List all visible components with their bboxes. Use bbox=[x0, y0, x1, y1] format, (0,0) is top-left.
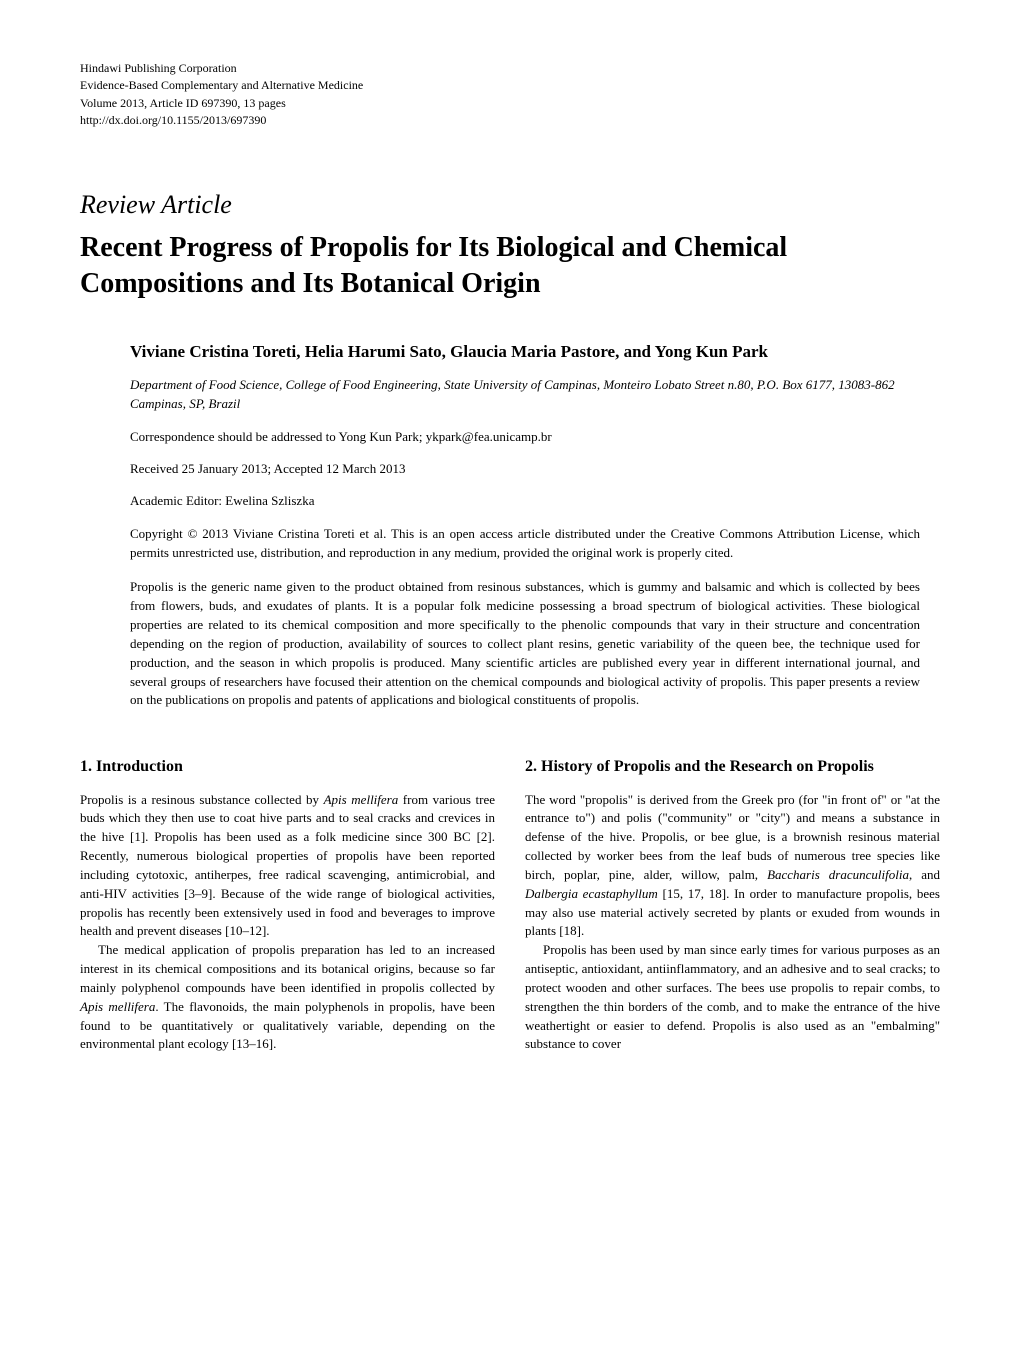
section-2-paragraph-2: Propolis has been used by man since earl… bbox=[525, 941, 940, 1054]
section-2-heading: 2. History of Propolis and the Research … bbox=[525, 755, 940, 778]
publisher-journal: Evidence-Based Complementary and Alterna… bbox=[80, 77, 940, 94]
section-1-heading: 1. Introduction bbox=[80, 755, 495, 778]
authors: Viviane Cristina Toreti, Helia Harumi Sa… bbox=[130, 342, 940, 362]
dates: Received 25 January 2013; Accepted 12 Ma… bbox=[130, 461, 940, 477]
section-2-paragraph-1: The word "propolis" is derived from the … bbox=[525, 791, 940, 942]
right-column: 2. History of Propolis and the Research … bbox=[525, 755, 940, 1054]
copyright-notice: Copyright © 2013 Viviane Cristina Toreti… bbox=[130, 525, 920, 563]
article-type: Review Article bbox=[80, 190, 940, 220]
affiliation: Department of Food Science, College of F… bbox=[130, 376, 940, 412]
correspondence: Correspondence should be addressed to Yo… bbox=[130, 429, 940, 445]
section-1-paragraph-1: Propolis is a resinous substance collect… bbox=[80, 791, 495, 942]
publisher-doi: http://dx.doi.org/10.1155/2013/697390 bbox=[80, 112, 940, 129]
academic-editor: Academic Editor: Ewelina Szliszka bbox=[130, 493, 940, 509]
publisher-info: Hindawi Publishing Corporation Evidence-… bbox=[80, 60, 940, 130]
left-column: 1. Introduction Propolis is a resinous s… bbox=[80, 755, 495, 1054]
species-name: Dalbergia ecastaphyllum bbox=[525, 886, 658, 901]
publisher-volume: Volume 2013, Article ID 697390, 13 pages bbox=[80, 95, 940, 112]
section-1-paragraph-2: The medical application of propolis prep… bbox=[80, 941, 495, 1054]
abstract: Propolis is the generic name given to th… bbox=[130, 578, 920, 710]
publisher-corporation: Hindawi Publishing Corporation bbox=[80, 60, 940, 77]
species-name: Baccharis dracunculifolia bbox=[767, 867, 909, 882]
species-name: Apis mellifera bbox=[324, 792, 399, 807]
article-title: Recent Progress of Propolis for Its Biol… bbox=[80, 230, 940, 303]
species-name: Apis mellifera bbox=[80, 999, 155, 1014]
body-columns: 1. Introduction Propolis is a resinous s… bbox=[80, 755, 940, 1054]
